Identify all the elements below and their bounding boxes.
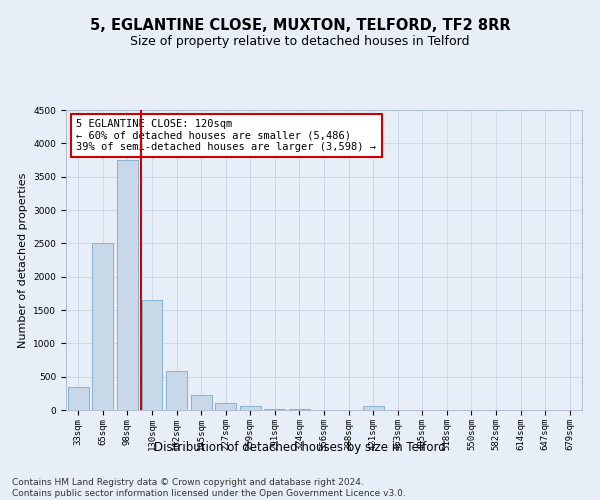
Bar [68, 386, 89, 410]
Text: Distribution of detached houses by size in Telford: Distribution of detached houses by size … [154, 441, 446, 454]
Bar [117, 160, 138, 410]
Text: 5 EGLANTINE CLOSE: 120sqm
← 60% of detached houses are smaller (5,486)
39% of se: 5 EGLANTINE CLOSE: 120sqm ← 60% of detac… [76, 119, 376, 152]
Bar [191, 396, 212, 410]
Bar [362, 406, 383, 410]
Text: 5, EGLANTINE CLOSE, MUXTON, TELFORD, TF2 8RR: 5, EGLANTINE CLOSE, MUXTON, TELFORD, TF2… [89, 18, 511, 32]
Bar [215, 404, 236, 410]
Bar [142, 300, 163, 410]
Text: Contains HM Land Registry data © Crown copyright and database right 2024.
Contai: Contains HM Land Registry data © Crown c… [12, 478, 406, 498]
Y-axis label: Number of detached properties: Number of detached properties [18, 172, 28, 348]
Text: Size of property relative to detached houses in Telford: Size of property relative to detached ho… [130, 35, 470, 48]
Bar [265, 408, 286, 410]
Bar [240, 406, 261, 410]
Bar [92, 244, 113, 410]
Bar [166, 372, 187, 410]
